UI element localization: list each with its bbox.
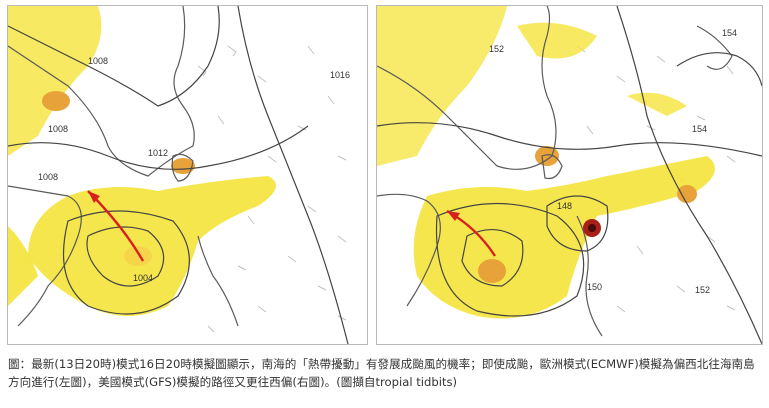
- isobar-label: 1004: [133, 273, 153, 283]
- precip-shading: [8, 6, 276, 316]
- gfs-track-arrow: [446, 209, 497, 257]
- isobar-label: 1016: [330, 70, 350, 80]
- wind-barbs: [576, 45, 736, 313]
- isobar-label: 1008: [48, 124, 68, 134]
- gfs-map-right: 152 154 154 148 150 152: [376, 5, 763, 345]
- isobar-label: 148: [557, 201, 572, 211]
- isobar-label: 150: [587, 282, 602, 292]
- isobar-label: 1008: [88, 56, 108, 66]
- isobar-label: 154: [722, 28, 737, 38]
- isobar-label: 1012: [148, 148, 168, 158]
- precip-shading: [377, 6, 715, 319]
- isobar-label: 1008: [38, 172, 58, 182]
- coastlines: [377, 6, 733, 337]
- isobar-label: 152: [489, 44, 504, 54]
- ecmwf-map-svg: 1008 1016 1012 1008 1008 1004: [8, 6, 367, 344]
- isobar-label: 154: [692, 124, 707, 134]
- gfs-map-svg: 152 154 154 148 150 152: [377, 6, 762, 344]
- isobars: [8, 6, 349, 344]
- wind-barbs: [197, 45, 347, 333]
- isobar-label: 152: [695, 285, 710, 295]
- isobars: [377, 6, 762, 344]
- figure-caption: 圖：最新(13日20時)模式16日20時模擬圖顯示，南海的「熱帶擾動」有發展成颱…: [8, 357, 755, 389]
- ecmwf-map-left: 1008 1016 1012 1008 1008 1004: [7, 5, 368, 345]
- ecmwf-track-arrow: [87, 190, 145, 262]
